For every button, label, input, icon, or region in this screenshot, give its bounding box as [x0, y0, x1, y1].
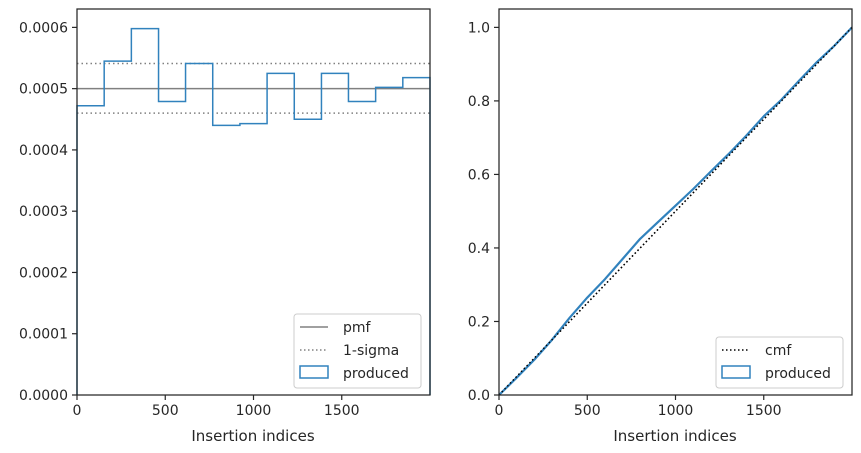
pmf-y-tick-label: 0.0002: [19, 265, 68, 281]
pmf-y-tick-label: 0.0005: [19, 82, 68, 98]
cmf-y-tick-label: 0.6: [468, 167, 490, 183]
pmf-x-tick-label: 0: [73, 403, 82, 419]
cmf-x-tick-label: 500: [574, 403, 601, 419]
cmf-ticks: 0 500 1000 1500 0.0 0.2 0.4 0.6 0.8 1.0: [468, 20, 782, 419]
pmf-x-tick-label: 500: [152, 403, 179, 419]
pmf-x-axis-label: Insertion indices: [191, 427, 314, 445]
pmf-y-tick-label: 0.0001: [19, 327, 68, 343]
produced-histogram-step: [76, 27, 431, 395]
pmf-x-tick-label: 1500: [324, 403, 360, 419]
cmf-legend: cmf produced: [715, 336, 844, 389]
pmf-x-tick-label: 1000: [236, 403, 272, 419]
pmf-y-tick-label: 0.0006: [19, 20, 68, 36]
histogram-bin: [159, 102, 186, 395]
cmf-x-tick-label: 0: [495, 403, 504, 419]
legend-label-cmf: cmf: [765, 343, 792, 359]
pmf-y-tick-label: 0.0000: [19, 388, 68, 404]
pmf-plot-area: [76, 27, 431, 395]
cmf-y-tick-label: 1.0: [468, 20, 490, 36]
cmf-x-tick-label: 1000: [658, 403, 694, 419]
cmf-x-tick-label: 1500: [746, 403, 782, 419]
cmf-y-tick-label: 0.4: [468, 241, 490, 257]
cmf-legend-box: [715, 336, 844, 389]
pmf-chart: 0 500 1000 1500 0.0000 0.0001 0.0002 0.0003 0.00…: [19, 8, 431, 445]
cmf-line-overlay: [498, 26, 853, 396]
legend-label-pmf: pmf: [343, 320, 372, 336]
legend-swatch-produced-cdf: [721, 365, 751, 379]
histogram-bin: [267, 73, 294, 395]
pmf-ticks: 0 500 1000 1500 0.0000 0.0001 0.0002 0.0003 0.00…: [19, 20, 360, 419]
cmf-y-tick-label: 0.8: [468, 94, 490, 110]
histogram-bin: [104, 61, 131, 395]
legend-swatch-produced: [299, 365, 329, 379]
legend-label-produced-cdf: produced: [765, 366, 831, 382]
cmf-y-tick-label: 0.2: [468, 314, 490, 330]
pmf-y-tick-label: 0.0004: [19, 143, 68, 159]
cmf-x-axis-label: Insertion indices: [613, 427, 736, 445]
cmf-plot-area: [498, 26, 853, 396]
histogram-bin: [213, 125, 240, 395]
produced-cdf-line: [498, 26, 853, 396]
legend-label-produced: produced: [343, 366, 409, 382]
pmf-y-tick-label: 0.0003: [19, 204, 68, 220]
cmf-chart: 0 500 1000 1500 0.0 0.2 0.4 0.6 0.8 1.0 Insertion…: [468, 8, 853, 445]
pmf-legend-box: [293, 313, 422, 389]
histogram-bin: [77, 106, 104, 395]
legend-label-sigma: 1-sigma: [343, 343, 399, 359]
histogram-bin: [240, 124, 267, 395]
cmf-y-tick-label: 0.0: [468, 388, 490, 404]
histogram-bin: [131, 29, 158, 395]
pmf-legend: pmf 1-sigma produced: [293, 313, 422, 389]
